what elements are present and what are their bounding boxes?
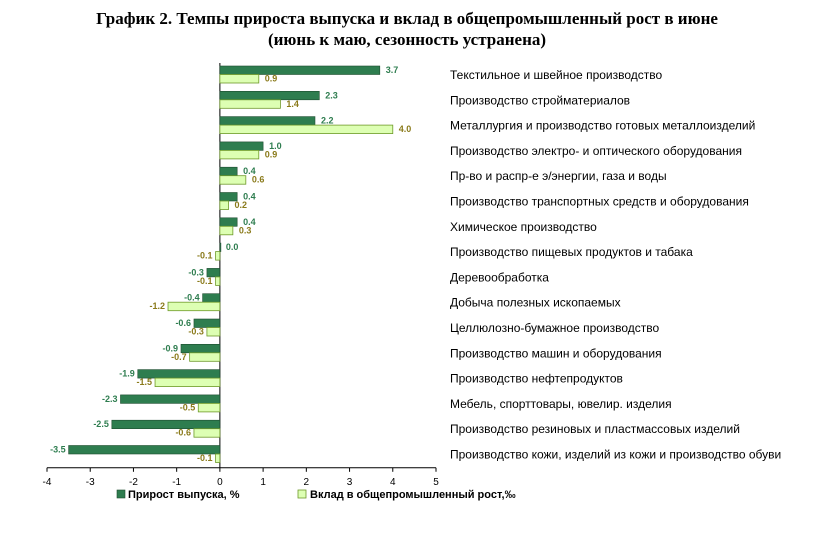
category-label: Добыча полезных ископаемых — [450, 296, 621, 310]
x-tick-label: 3 — [347, 477, 353, 488]
bar-series-b — [219, 175, 247, 185]
bar-series-b — [219, 225, 234, 236]
data-label-series-a: 0.0 — [226, 242, 239, 252]
legend-swatch-series-a — [116, 489, 126, 499]
legend-label-series-a: Прирост выпуска, % — [128, 489, 240, 501]
bar-series-b — [167, 301, 221, 312]
bar-series-b — [219, 200, 229, 210]
chart-title: График 2. Темпы прироста выпуска и вклад… — [0, 8, 814, 50]
x-tick-label: 4 — [390, 477, 396, 488]
category-label: Производство пищевых продуктов и табака — [450, 245, 693, 259]
data-label-series-a: -0.3 — [188, 267, 204, 277]
bar-series-a — [180, 343, 221, 354]
bar-series-b — [215, 453, 221, 463]
category-label: Производство машин и оборудования — [450, 346, 662, 360]
bar-series-b — [193, 428, 221, 438]
bar-series-b — [219, 99, 281, 109]
category-label: Текстильное и швейное производство — [450, 68, 663, 82]
category-label: Производство резиновых и пластмассовых и… — [450, 422, 740, 436]
category-label: Мебель, спорттовары, ювелир. изделия — [450, 397, 672, 411]
data-label-series-b: 1.4 — [286, 99, 299, 109]
category-label: Производство электро- и оптического обор… — [450, 144, 742, 158]
bar-series-b — [215, 251, 221, 261]
x-tick-label: -1 — [172, 477, 181, 488]
chart-title-line2: (июнь к маю, сезонность устранена) — [267, 30, 547, 49]
data-label-series-a: 2.2 — [321, 116, 334, 126]
bar-series-b — [219, 149, 260, 160]
data-label-series-b: 0.9 — [265, 149, 278, 159]
x-tick-label: -3 — [86, 477, 95, 488]
legend-swatch-series-b — [297, 489, 307, 499]
bar-series-b — [219, 124, 394, 134]
data-label-series-b: -0.1 — [197, 276, 213, 286]
x-tick-label: 2 — [304, 477, 310, 488]
bar-series-a — [202, 293, 221, 303]
data-label-series-a: 0.4 — [243, 166, 256, 176]
x-tick-label: 5 — [433, 477, 439, 488]
bar-series-a — [219, 65, 381, 75]
data-label-series-a: 3.7 — [386, 65, 399, 75]
category-label: Производство кожи, изделий из кожи и про… — [450, 448, 781, 462]
data-label-series-b: -0.5 — [180, 402, 196, 412]
data-label-series-b: 0.3 — [239, 225, 252, 235]
data-label-series-a: -2.3 — [102, 394, 118, 404]
bar-series-b — [197, 402, 221, 413]
bar-series-a — [120, 394, 221, 404]
bar-series-a — [219, 141, 264, 151]
bar-series-b — [189, 352, 221, 362]
data-label-series-b: 4.0 — [399, 124, 412, 134]
legend-label-series-b: Вклад в общепромышленный рост,‰ — [310, 489, 516, 501]
bar-series-b — [154, 377, 221, 388]
bar-series-a — [219, 217, 238, 227]
bar-series-a — [219, 116, 316, 126]
bar-series-a — [68, 445, 221, 455]
x-tick-label: 0 — [217, 477, 223, 488]
data-label-series-a: -0.4 — [184, 293, 200, 303]
data-label-series-a: -1.9 — [119, 369, 135, 379]
data-label-series-b: -1.2 — [150, 301, 166, 311]
bar-series-a — [219, 91, 320, 101]
category-label: Производство нефтепродуктов — [450, 372, 623, 386]
category-label: Металлургия и производство готовых метал… — [450, 119, 755, 133]
x-tick-label: -2 — [129, 477, 138, 488]
data-label-series-a: -0.6 — [175, 318, 191, 328]
x-tick-label: -4 — [43, 477, 52, 488]
category-label: Производство транспортных средств и обор… — [450, 195, 749, 209]
bar-series-b — [215, 276, 221, 286]
bar-series-a — [206, 268, 221, 278]
data-label-series-b: -0.6 — [175, 428, 191, 438]
data-label-series-b: 0.6 — [252, 175, 265, 185]
data-label-series-b: -0.7 — [171, 352, 187, 362]
bar-series-a — [111, 419, 221, 430]
category-label: Производство стройматериалов — [450, 93, 630, 107]
category-label: Пр-во и распр-е э/энергии, газа и воды — [450, 169, 667, 183]
bar-series-b — [219, 74, 260, 84]
chart-title-line1: График 2. Темпы прироста выпуска и вклад… — [96, 9, 718, 28]
data-label-series-a: -0.9 — [162, 343, 178, 353]
bar-series-a — [219, 166, 238, 176]
data-label-series-a: 0.4 — [243, 217, 256, 227]
data-label-series-a: 0.4 — [243, 192, 256, 202]
data-label-series-b: 0.9 — [265, 74, 278, 84]
bar-series-b — [206, 327, 221, 337]
data-label-series-a: 2.3 — [325, 90, 338, 100]
data-label-series-a: 1.0 — [269, 141, 282, 151]
category-label: Целлюлозно-бумажное производство — [450, 321, 660, 335]
data-label-series-b: -1.5 — [137, 377, 153, 387]
category-label: Деревообработка — [450, 270, 549, 284]
data-label-series-b: -0.1 — [197, 453, 213, 463]
data-label-series-a: -3.5 — [50, 445, 66, 455]
x-tick-label: 1 — [260, 477, 266, 488]
data-label-series-a: -2.5 — [93, 419, 109, 429]
data-label-series-b: -0.3 — [188, 327, 204, 337]
bar-series-a — [219, 242, 222, 252]
data-label-series-b: 0.2 — [235, 200, 248, 210]
data-label-series-b: -0.1 — [197, 251, 213, 261]
category-label: Химическое производство — [450, 220, 597, 234]
